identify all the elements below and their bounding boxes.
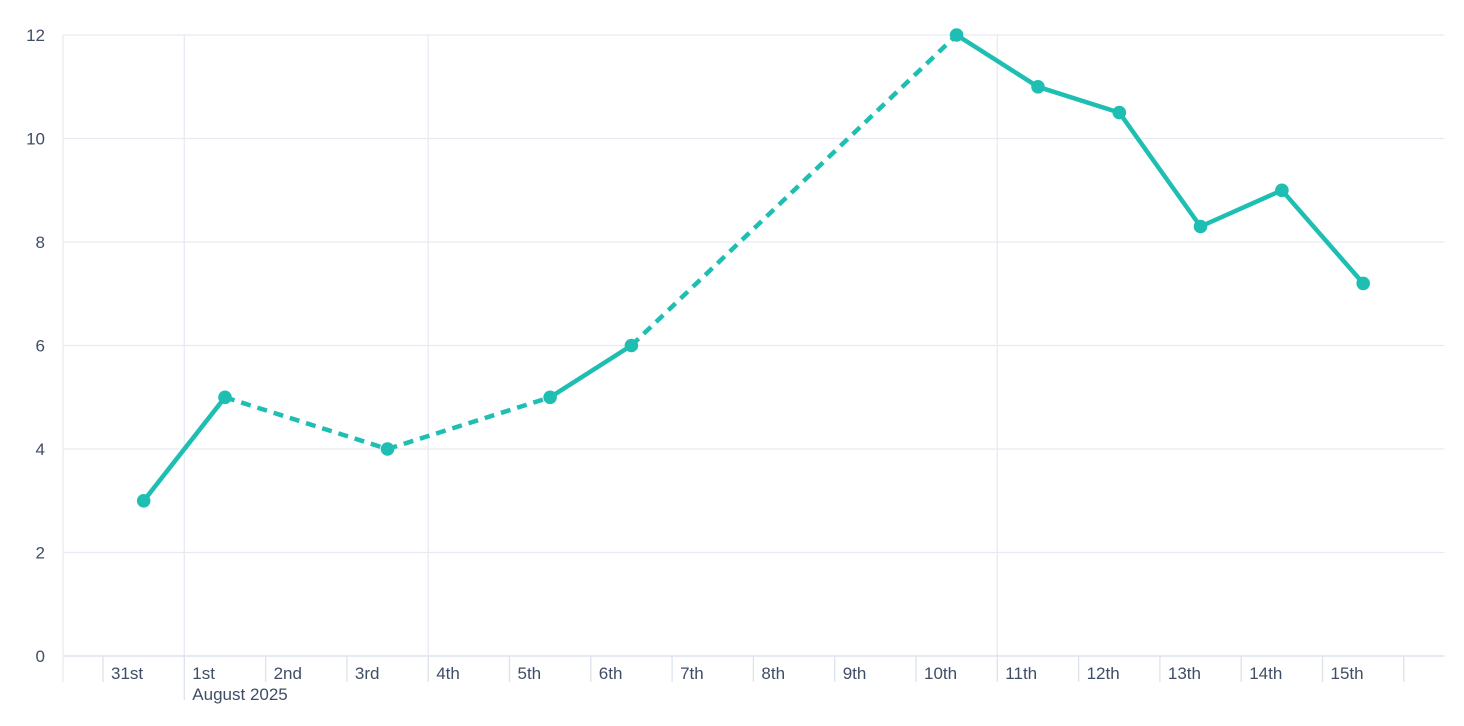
x-tick-label-2nd: 2nd — [274, 664, 302, 683]
series-segment-solid — [547, 343, 634, 400]
series-segment-solid — [954, 32, 1366, 286]
data-point-11th[interactable] — [1031, 80, 1045, 94]
y-tick-label-12: 12 — [26, 26, 45, 45]
x-tick-label-10th: 10th — [924, 664, 957, 683]
x-tick-label-9th: 9th — [843, 664, 867, 683]
data-point-10th[interactable] — [949, 28, 964, 42]
y-tick-label-4: 4 — [36, 440, 45, 459]
y-tick-label-0: 0 — [36, 647, 45, 666]
data-point-12th[interactable] — [1112, 105, 1127, 120]
data-point-3rd[interactable] — [380, 442, 395, 456]
x-tick-label-5th: 5th — [518, 664, 542, 683]
x-tick-label-8th: 8th — [761, 664, 785, 683]
x-tick-label-3rd: 3rd — [355, 664, 380, 683]
y-tick-label-6: 6 — [36, 337, 45, 356]
data-point-14th[interactable] — [1275, 183, 1289, 198]
x-axis-month-label: August 2025 — [192, 685, 287, 704]
data-point-6th[interactable] — [624, 338, 639, 353]
y-tick-label-8: 8 — [36, 233, 45, 252]
data-point-13th[interactable] — [1193, 219, 1208, 234]
y-tick-label-10: 10 — [26, 130, 45, 149]
x-tick-label-1st: 1st — [192, 664, 215, 683]
series-segment-dashed — [386, 395, 551, 452]
x-tick-label-31st: 31st — [111, 664, 143, 683]
data-point-1st[interactable] — [218, 390, 232, 405]
x-tick-label-12th: 12th — [1087, 664, 1120, 683]
data-point-15th[interactable] — [1356, 276, 1370, 291]
data-point-31st[interactable] — [136, 494, 151, 508]
data-point-5th[interactable] — [543, 390, 557, 405]
series-segment-dashed — [629, 33, 959, 348]
x-tick-label-7th: 7th — [680, 664, 704, 683]
y-tick-label-2: 2 — [36, 544, 45, 563]
x-tick-label-11th: 11th — [1005, 664, 1037, 683]
series-segment-solid — [141, 395, 228, 504]
x-tick-label-14th: 14th — [1249, 664, 1282, 683]
x-tick-label-15th: 15th — [1331, 664, 1364, 683]
x-tick-label-13th: 13th — [1168, 664, 1201, 683]
series-segment-dashed — [224, 395, 389, 452]
x-tick-label-4th: 4th — [436, 664, 460, 683]
x-tick-label-6th: 6th — [599, 664, 623, 683]
